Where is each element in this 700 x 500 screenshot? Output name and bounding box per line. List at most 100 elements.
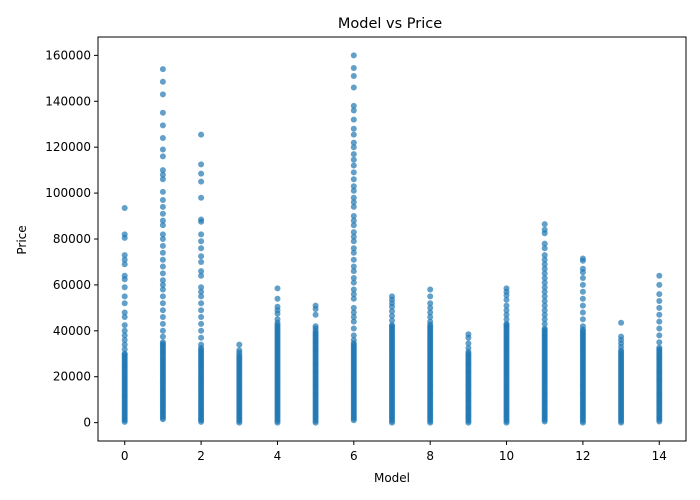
data-point [350,286,357,293]
data-point [350,318,357,325]
y-tick-label: 40000 [53,324,91,338]
data-point [159,222,166,229]
data-point [656,311,663,318]
data-point [159,210,166,217]
data-point [121,252,128,259]
data-point [159,188,166,195]
data-point [159,231,166,238]
data-point [198,272,205,279]
data-point [159,171,166,178]
data-point [274,310,281,317]
data-point [198,253,205,260]
data-point [198,194,205,201]
data-point [350,213,357,219]
data-point [350,229,357,236]
data-point [312,311,319,318]
data-point [198,161,205,168]
data-point [350,295,357,302]
data-point [121,276,128,283]
data-point [465,340,472,347]
y-tick-label: 100000 [45,186,91,200]
data-point [159,256,166,263]
data-point [159,91,166,98]
data-point [159,242,166,249]
data-point [503,296,510,303]
data-point [121,341,128,348]
data-point [350,217,357,224]
data-point [656,325,663,332]
y-tick-label: 120000 [45,140,91,154]
data-point [198,320,205,327]
data-point [159,293,166,300]
data-point [503,311,510,318]
data-point [121,346,128,353]
data-point [350,107,357,114]
data-point [198,259,205,265]
data-point [350,203,357,210]
data-point [541,256,548,263]
data-point [159,197,166,203]
x-tick-label: 2 [197,449,205,463]
data-point [198,245,205,252]
data-point [579,288,586,295]
x-tick-label: 8 [426,449,434,463]
y-tick-label: 160000 [45,48,91,62]
x-tick-label: 14 [652,449,667,463]
x-tick-label: 4 [274,449,282,463]
data-point [159,286,166,293]
data-point [159,333,166,340]
data-point [350,291,357,298]
data-point [121,300,128,307]
data-point [198,238,205,245]
data-point [350,194,357,201]
data-point [541,298,548,304]
data-point [121,284,128,291]
data-point [350,84,357,91]
data-point [427,300,434,307]
data-point [350,73,357,79]
data-point [159,277,166,284]
data-point [350,151,357,158]
data-point [198,178,205,185]
x-tick-label: 12 [575,449,590,463]
data-point [350,263,357,270]
data-point [159,135,166,141]
x-axis-ticks: 0 2 4 6 8 10 12 14 [121,441,667,463]
data-point [389,322,395,329]
data-point [350,332,357,339]
data-point [159,176,166,183]
data-point [579,323,586,330]
data-point [541,240,548,247]
data-point [656,344,663,351]
data-point [389,308,395,315]
data-point [656,332,663,339]
data-point [159,146,166,153]
x-tick-label: 0 [121,449,129,463]
data-point [541,288,548,295]
data-point [159,153,166,160]
data-point [350,144,357,151]
data-point [579,281,586,288]
x-tick-label: 6 [350,449,358,463]
data-point [350,65,357,71]
data-point [121,327,128,334]
data-point [159,320,166,327]
data-point [350,156,357,163]
data-point [159,270,166,277]
data-point [121,350,128,357]
data-point [350,52,357,59]
data-point [427,304,434,311]
data-point [121,332,128,339]
data-point [198,231,205,238]
data-point [350,238,357,245]
data-point [159,314,166,320]
y-tick-label: 60000 [53,278,91,292]
y-tick-label: 140000 [45,94,91,108]
data-point [427,286,434,293]
data-point [312,306,319,312]
data-point [541,293,548,300]
data-point [465,334,472,341]
data-point [350,102,357,109]
data-point [579,302,586,309]
